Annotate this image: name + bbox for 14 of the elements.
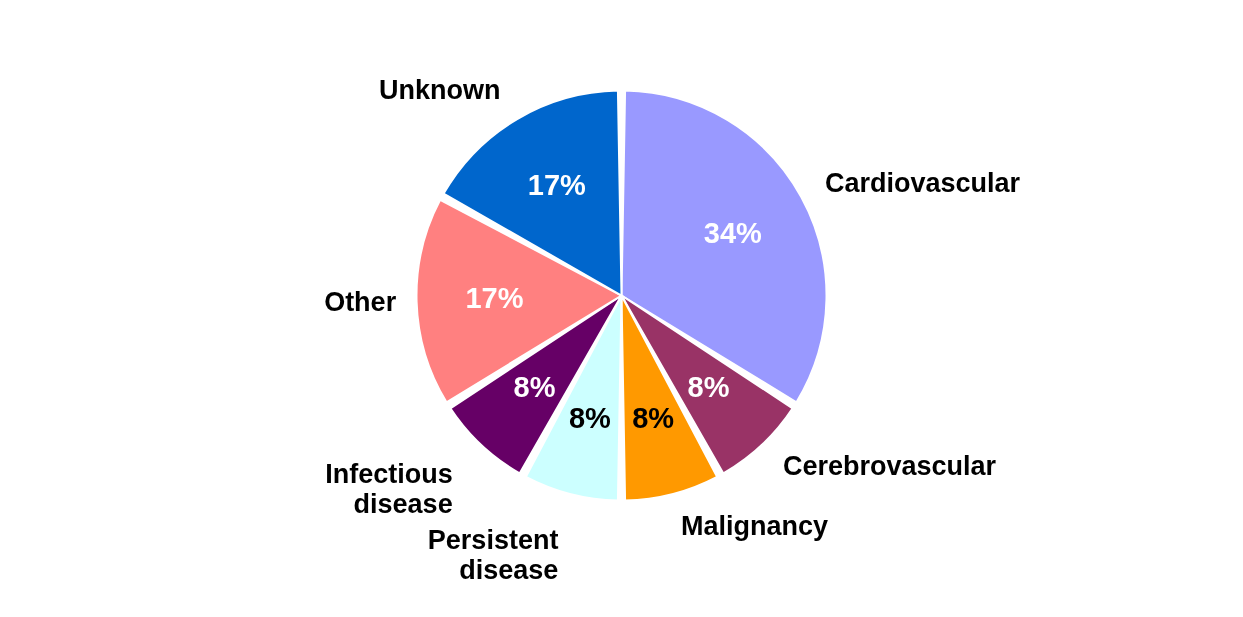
- slice-label: Cardiovascular: [824, 167, 1021, 198]
- data-label: 17%: [527, 169, 587, 202]
- data-label: 8%: [632, 401, 675, 434]
- data-label: 17%: [465, 282, 524, 315]
- data-label: 8%: [513, 371, 556, 404]
- slice-label: Malignancy: [681, 511, 829, 542]
- data-label: 34%: [703, 217, 763, 250]
- slice-label: Unknown: [378, 74, 501, 105]
- slice-label: Other: [324, 286, 397, 317]
- slice-label: Cerebrovascular: [782, 451, 997, 482]
- data-label: 8%: [568, 401, 612, 434]
- slice-label: Persistent disease: [427, 525, 559, 585]
- slice-label: Infectious disease: [325, 459, 453, 519]
- data-label: 8%: [687, 371, 730, 404]
